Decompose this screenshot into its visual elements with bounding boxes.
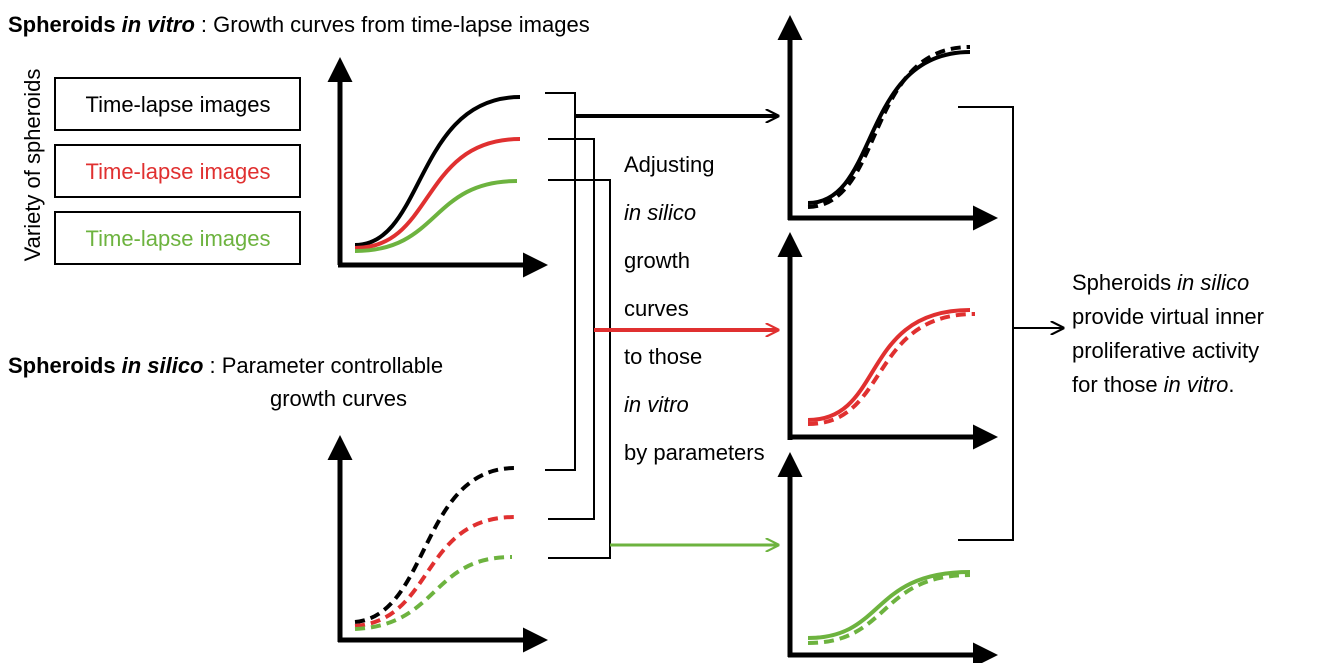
- middle-line: growth: [624, 248, 690, 273]
- text: .: [1228, 372, 1234, 397]
- text-italic: in silico: [1177, 270, 1249, 295]
- heading-italic: in silico: [122, 353, 204, 378]
- heading-rest: : Growth curves from time-lapse images: [201, 12, 590, 37]
- bottom-heading-line2: growth curves: [270, 386, 407, 411]
- in-silico-chart: [327, 435, 548, 653]
- line: [807, 312, 976, 426]
- middle-line: in vitro: [624, 392, 689, 417]
- result-charts: [777, 15, 998, 663]
- line: [807, 45, 971, 209]
- box: [54, 211, 301, 265]
- box: [54, 144, 301, 198]
- conclusion-line: proliferative activity: [1072, 338, 1259, 363]
- line: [548, 179, 611, 559]
- line: [958, 106, 1014, 541]
- conclusion: Spheroids in silico provide virtual inner…: [1072, 270, 1264, 397]
- line: [354, 137, 521, 250]
- middle-text: Adjusting in silico growth curves to tho…: [624, 152, 765, 465]
- connectors: [545, 92, 1063, 559]
- box-label: Time-lapse images: [85, 226, 270, 251]
- line: [354, 95, 521, 247]
- line: [354, 466, 516, 624]
- heading-italic: in vitro: [122, 12, 195, 37]
- box: [54, 77, 301, 131]
- conclusion-line: Spheroids in silico: [1072, 270, 1249, 295]
- conclusion-line: provide virtual inner: [1072, 304, 1264, 329]
- box-label: Time-lapse images: [85, 159, 270, 184]
- line: [354, 179, 518, 253]
- boxes: Time-lapse images Time-lapse images Time…: [54, 77, 301, 265]
- heading-bold: Spheroids: [8, 12, 116, 37]
- line: [807, 50, 971, 205]
- line: [354, 555, 513, 631]
- middle-line: in silico: [624, 200, 696, 225]
- line: [807, 308, 971, 422]
- middle-line: to those: [624, 344, 702, 369]
- heading-bold: Spheroids: [8, 353, 116, 378]
- text: Spheroids: [1072, 270, 1171, 295]
- line: [548, 138, 595, 520]
- middle-line: Adjusting: [624, 152, 715, 177]
- conclusion-line: for those in vitro.: [1072, 372, 1235, 397]
- side-label: Variety of spheroids: [20, 69, 45, 262]
- heading-rest: : Parameter controllable: [210, 353, 444, 378]
- middle-line: curves: [624, 296, 689, 321]
- in-vitro-chart: [327, 57, 548, 278]
- text: for those: [1072, 372, 1158, 397]
- line: [807, 570, 971, 640]
- bottom-heading: Spheroids in silico: Parameter controllab…: [8, 353, 443, 378]
- line: [807, 573, 971, 645]
- line: [545, 92, 576, 471]
- top-heading: Spheroids in vitro: Growth curves from ti…: [8, 12, 590, 37]
- text-italic: in vitro: [1164, 372, 1229, 397]
- middle-line: by parameters: [624, 440, 765, 465]
- box-label: Time-lapse images: [85, 92, 270, 117]
- line: [354, 515, 516, 628]
